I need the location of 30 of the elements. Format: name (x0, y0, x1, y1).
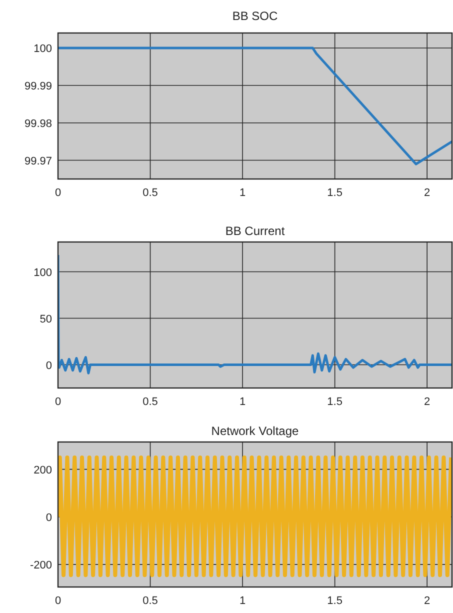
x-tick-label: 0.5 (142, 396, 158, 408)
chart-title: BB Current (225, 224, 286, 238)
x-tick-label: 1.5 (327, 396, 342, 408)
line-series (58, 46, 452, 166)
x-tick-label: 2 (424, 396, 430, 408)
y-tick-label: 0 (46, 512, 52, 524)
y-tick-label: 200 (34, 464, 52, 476)
x-tick-label: 1 (239, 187, 246, 199)
x-tick-label: 1.5 (327, 595, 342, 607)
x-tick-label: 2 (424, 595, 430, 607)
x-tick-label: 1.5 (327, 187, 342, 199)
x-tick-label: 0.5 (142, 595, 158, 607)
y-tick-label: 99.98 (24, 118, 52, 130)
x-tick-label: 0 (54, 595, 62, 607)
x-tick-label: 0.5 (142, 187, 158, 199)
y-tick-label: 100 (34, 266, 52, 279)
y-tick-label: -200 (30, 559, 52, 572)
line-series (58, 254, 452, 374)
y-tick-label: 50 (40, 313, 52, 326)
x-tick-label: 2 (424, 187, 430, 199)
chart-title: BB SOC (232, 9, 278, 23)
x-tick-label: 0 (54, 396, 62, 408)
y-tick-label: 0 (46, 360, 52, 372)
y-tick-label: 99.99 (24, 80, 52, 92)
y-tick-label: 99.97 (24, 155, 52, 168)
x-tick-label: 0 (54, 187, 62, 199)
y-tick-label: 100 (34, 42, 52, 55)
x-tick-label: 1 (239, 396, 246, 408)
x-tick-label: 1 (239, 595, 246, 607)
chart-title: Network Voltage (211, 424, 300, 438)
